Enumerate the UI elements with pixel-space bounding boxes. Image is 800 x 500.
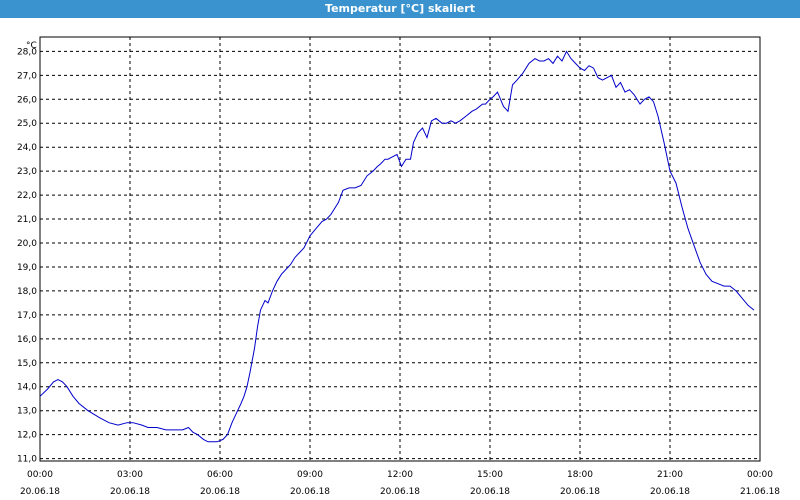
x-tick-date: 20.06.18	[470, 487, 510, 497]
x-tick-time: 09:00	[297, 470, 323, 480]
y-tick-label: 20,0	[17, 239, 37, 249]
y-tick-label: 12,0	[17, 431, 37, 441]
x-tick-date: 21.06.18	[740, 487, 780, 497]
x-tick-date: 20.06.18	[200, 487, 240, 497]
x-tick-time: 12:00	[387, 470, 413, 480]
x-tick-date: 20.06.18	[380, 487, 420, 497]
y-tick-label: 25,0	[17, 119, 37, 129]
x-tick-time: 06:00	[207, 470, 233, 480]
temperature-chart[interactable]: °C 11,0 12,0 13,0 14,0 15,0 16,0 17,0 18,0 19,0 2…	[0, 18, 800, 500]
plot-frame	[39, 36, 761, 462]
x-tick-time: 00:00	[27, 470, 53, 480]
y-tick-label: 28,0	[17, 47, 37, 57]
x-tick-time: 21:00	[657, 470, 683, 480]
x-tick-date: 20.06.18	[110, 487, 150, 497]
y-tick-label: 13,0	[17, 407, 37, 417]
chart-title-bar: Temperatur [°C] skaliert	[0, 0, 800, 18]
x-tick-time: 00:00	[747, 470, 773, 480]
x-tick-time: 15:00	[477, 470, 503, 480]
y-unit-label: °C	[26, 41, 37, 51]
x-tick-date: 20.06.18	[560, 487, 600, 497]
x-tick-date: 20.06.18	[20, 487, 60, 497]
y-tick-label: 15,0	[17, 359, 37, 369]
y-tick-label: 14,0	[17, 383, 37, 393]
y-tick-label: 27,0	[17, 71, 37, 81]
y-tick-label: 17,0	[17, 311, 37, 321]
x-tick-date: 20.06.18	[290, 487, 330, 497]
y-tick-label: 16,0	[17, 335, 37, 345]
y-tick-label: 21,0	[17, 215, 37, 225]
y-tick-label: 23,0	[17, 167, 37, 177]
x-tick-time: 18:00	[567, 470, 593, 480]
y-tick-label: 11,0	[17, 455, 37, 465]
x-tick-time: 03:00	[117, 470, 143, 480]
x-tick-date: 20.06.18	[650, 487, 690, 497]
y-tick-label: 18,0	[17, 287, 37, 297]
y-tick-label: 24,0	[17, 143, 37, 153]
y-tick-label: 19,0	[17, 263, 37, 273]
temperature-series-line	[39, 50, 755, 443]
y-tick-label: 26,0	[17, 95, 37, 105]
y-tick-label: 22,0	[17, 191, 37, 201]
